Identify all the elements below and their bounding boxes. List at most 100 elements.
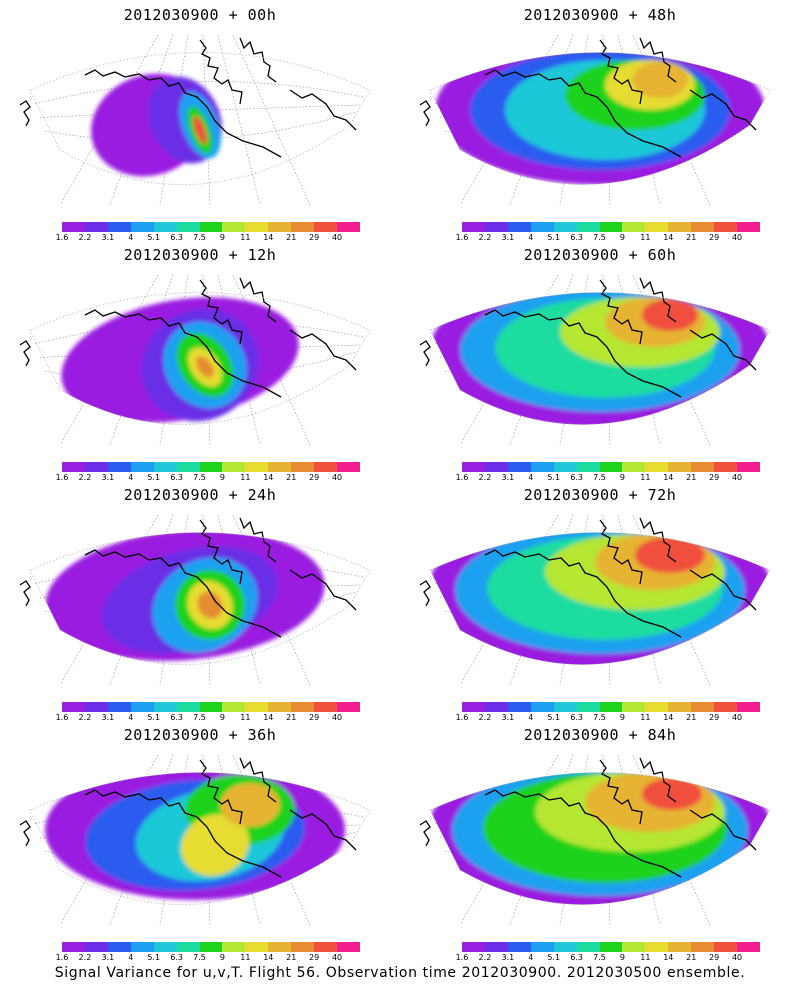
colorbar-segment — [691, 702, 715, 712]
variance-field — [61, 297, 299, 423]
figure-caption: Signal Variance for u,v,T. Flight 56. Ob… — [54, 965, 746, 981]
colorbar-segment — [553, 222, 577, 232]
colorbar-tick-label: 2.2 — [78, 473, 92, 482]
colorbar-segment — [691, 222, 715, 232]
colorbar-tick-label: 11 — [240, 233, 251, 242]
colorbar-tick-label: 7.5 — [593, 233, 606, 242]
colorbar-segment — [222, 222, 246, 232]
domain-outline — [29, 292, 371, 425]
colorbar-labels: 1.6 2.2 3.1 4 5.1 6.3 7.5 9 11 14 21 29 40 — [456, 233, 760, 245]
colorbar-tick-label: 21 — [686, 473, 697, 482]
colorbar-segment — [245, 222, 269, 232]
colorbar-tick-label: 14 — [263, 953, 274, 962]
colorbar-segment — [737, 222, 760, 232]
colorbar-tick-label: 1.6 — [455, 233, 469, 242]
colorbar-tick-label: 1.6 — [55, 233, 69, 242]
colorbar-segment — [462, 942, 485, 952]
colorbar-tick-label: 7.5 — [593, 713, 606, 722]
colorbar-tick-label: 4 — [528, 233, 534, 242]
colorbar-tick-label: 40 — [331, 953, 343, 962]
colorbar-tick-label: 21 — [286, 713, 297, 722]
colorbar-segment — [291, 462, 315, 472]
colorbar-segment — [645, 702, 669, 712]
colorbar-labels: 1.6 2.2 3.1 4 5.1 6.3 7.5 9 11 14 21 29 40 — [56, 473, 360, 485]
colorbar-segment — [622, 702, 646, 712]
colorbar-tick-label: 40 — [331, 713, 343, 722]
colorbar-segment — [576, 462, 600, 472]
colorbar-segment — [222, 942, 246, 952]
colorbar-tick-label: 1.6 — [455, 953, 469, 962]
colorbar-segment — [645, 222, 669, 232]
panel-title: 2012030900 + 48h — [523, 6, 677, 24]
variance-map — [19, 274, 371, 446]
colorbar-tick-label: 5.1 — [547, 953, 561, 962]
map-panel: 2012030900 + 24h 1.6 2.2 3.1 4 5.1 6.3 7.5 9 11 14… — [0, 480, 400, 722]
colorbar-tick-label: 2.2 — [478, 713, 492, 722]
colorbar-segment — [691, 462, 715, 472]
colorbar-tick-label: 40 — [331, 233, 343, 242]
colorbar-segment — [553, 702, 577, 712]
colorbar-segment — [153, 942, 177, 952]
colorbar-segment — [268, 702, 292, 712]
colorbar-segment — [599, 222, 623, 232]
variance-field — [430, 292, 770, 425]
colorbar-segment — [107, 462, 131, 472]
variance-map — [419, 274, 771, 446]
variance-map — [419, 34, 771, 206]
colorbar-tick-label: 29 — [309, 953, 320, 962]
colorbar-tick-label: 21 — [686, 713, 697, 722]
colorbar-tick-label: 29 — [709, 233, 720, 242]
map-panel: 2012030900 + 84h 1.6 2.2 3.1 4 5.1 6.3 7.5 9 11 14… — [400, 720, 800, 962]
colorbar-tick-label: 2.2 — [78, 233, 92, 242]
colorbar-tick-label: 4 — [128, 233, 134, 242]
colorbar-tick-label: 40 — [731, 473, 743, 482]
colorbar-segment — [337, 462, 360, 472]
panel-title: 2012030900 + 36h — [123, 726, 277, 744]
panel-title: 2012030900 + 24h — [123, 486, 277, 504]
colorbar-segment — [176, 222, 200, 232]
colorbar-segment — [245, 462, 269, 472]
colorbar-segment — [268, 222, 292, 232]
colorbar-tick-label: 7.5 — [193, 953, 206, 962]
colorbar-segment — [553, 462, 577, 472]
variance-field — [435, 52, 765, 185]
colorbar-tick-label: 14 — [663, 473, 674, 482]
colorbar-tick-label: 14 — [663, 713, 674, 722]
colorbar-tick-label: 5.1 — [147, 953, 161, 962]
colorbar-segment — [176, 462, 200, 472]
colorbar-tick-label: 9 — [219, 953, 225, 962]
colorbar-tick-label: 5.1 — [147, 473, 161, 482]
domain-outline — [429, 292, 771, 425]
colorbar-segment — [484, 942, 508, 952]
coastline — [419, 37, 757, 158]
colorbar-tick-label: 9 — [219, 713, 225, 722]
variance-field — [430, 772, 770, 905]
colorbar-tick-label: 11 — [240, 473, 251, 482]
colorbar-segment — [507, 462, 531, 472]
colorbar-segment — [462, 222, 485, 232]
colorbar-tick-label: 2.2 — [78, 953, 92, 962]
colorbar-tick-label: 6.3 — [570, 233, 583, 242]
colorbar-segment — [130, 222, 154, 232]
colorbar-tick-label: 14 — [263, 233, 274, 242]
colorbar-segment — [153, 702, 177, 712]
colorbar-tick-label: 7.5 — [193, 473, 206, 482]
colorbar-tick-label: 5.1 — [147, 233, 161, 242]
variance-map — [19, 754, 371, 926]
colorbar-tick-label: 3.1 — [101, 953, 115, 962]
colorbar-tick-label: 3.1 — [501, 953, 515, 962]
colorbar-segment — [199, 222, 223, 232]
colorbar-segment — [530, 702, 554, 712]
colorbar-segment — [62, 702, 85, 712]
colorbar — [462, 462, 760, 472]
map-panel: 2012030900 + 48h 1.6 2.2 3.1 4 5.1 6.3 7.5 9 11 14… — [400, 0, 800, 242]
domain-outline — [29, 772, 371, 905]
colorbar-tick-label: 14 — [263, 713, 274, 722]
colorbar — [462, 942, 760, 952]
colorbar-segment — [714, 462, 738, 472]
colorbar-segment — [507, 942, 531, 952]
colorbar-segment — [62, 462, 85, 472]
colorbar-tick-label: 6.3 — [170, 713, 183, 722]
panel-title: 2012030900 + 12h — [123, 246, 277, 264]
variance-field — [430, 532, 770, 665]
